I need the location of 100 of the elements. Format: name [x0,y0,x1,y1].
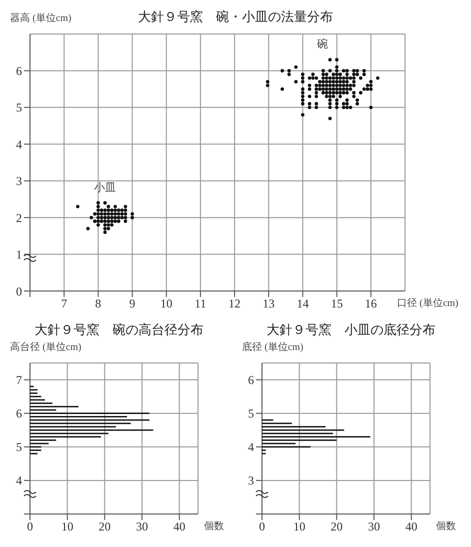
point [124,204,128,208]
point [120,216,124,220]
y-tick-label: 7 [16,373,22,388]
point [116,216,120,220]
point [96,223,100,227]
point [110,212,114,216]
point [116,212,120,216]
point [103,226,107,230]
point [93,212,96,216]
point [76,204,80,208]
chart-title: 大針９号窯 碗の高台径分布 [34,321,204,339]
point [120,208,124,212]
point [96,208,100,212]
x-tick-label: 12 [228,296,241,311]
x-tick-label: 20 [330,520,343,534]
x-tick-label: 9 [129,296,136,311]
point [103,216,107,220]
y-tick-label: 4 [16,474,22,488]
point [114,208,117,212]
point [116,220,120,223]
point [114,216,117,220]
point [116,208,120,212]
point [130,216,134,220]
y-tick-label: 1 [16,248,22,262]
x-tick-label: 30 [136,520,148,534]
point [106,208,110,212]
point [106,212,110,216]
y-tick-label: 0 [16,284,22,298]
point [100,208,104,212]
point [96,204,100,208]
point [106,220,110,223]
x-tick-label: 40 [405,520,418,534]
point [120,212,124,216]
y-axis-title: 器高 (単位cm) [10,12,72,25]
annotation: 小皿 [94,180,116,194]
y-tick-label: 6 [16,406,22,421]
x-tick-label: 10 [293,520,306,534]
point [124,220,128,223]
point [106,204,110,208]
x-tick-label: 0 [27,520,33,534]
point [110,223,114,227]
y-tick-label: 5 [16,440,22,454]
point [90,216,94,220]
y-tick-label: 4 [16,137,22,152]
point [106,216,110,220]
y-axis-title: 底径 (単位cm) [242,340,304,354]
point [110,208,114,212]
point [106,223,110,227]
y-tick-label: 5 [248,406,254,421]
x-tick-label: 8 [95,296,102,311]
point [103,208,107,212]
y-tick-label: 5 [16,100,22,115]
x-axis-title: 個数 [204,520,224,533]
y-tick-label: 2 [16,210,22,225]
x-tick-label: 16 [364,296,377,311]
point [130,212,134,216]
point [96,220,100,223]
x-tick-label: 11 [194,296,206,311]
y-axis-title: 高台径 (単位cm) [10,340,82,354]
point [103,201,107,205]
x-tick-label: 40 [173,520,186,534]
point [100,220,104,223]
x-tick-label: 15 [330,296,343,311]
y-tick-label: 3 [16,174,22,188]
point [110,216,114,220]
y-tick-label: 4 [248,440,254,454]
point [110,220,114,223]
point [114,204,117,208]
x-axis-title: 口径 (単位cm) [397,297,458,310]
point [106,226,110,230]
point [96,201,100,205]
point [86,226,90,230]
point [114,212,117,216]
x-tick-label: 7 [61,296,68,311]
point [103,230,107,234]
y-tick-label: 3 [248,474,254,488]
point [93,220,96,223]
x-tick-label: 30 [368,520,380,534]
point [100,216,104,220]
point [103,212,107,216]
point [124,216,128,220]
x-axis-title: 個数 [436,520,456,533]
x-tick-label: 13 [262,296,275,311]
y-tick-label: 6 [16,64,22,78]
x-tick-label: 10 [160,296,172,311]
x-tick-label: 20 [98,520,111,534]
point [103,223,107,227]
y-tick-label: 6 [248,373,254,388]
point [100,212,104,216]
chart-title: 大針９号窯 碗・小皿の法量分布 [138,9,333,24]
x-tick-label: 10 [61,520,74,534]
point [103,220,107,223]
annotation: 碗 [317,38,328,51]
point [114,220,117,223]
point [96,216,100,220]
point [124,208,128,212]
point [124,212,128,216]
chart-title: 大針９号窯 小皿の底径分布 [266,321,436,339]
x-tick-label: 14 [296,296,309,311]
point [96,212,100,216]
